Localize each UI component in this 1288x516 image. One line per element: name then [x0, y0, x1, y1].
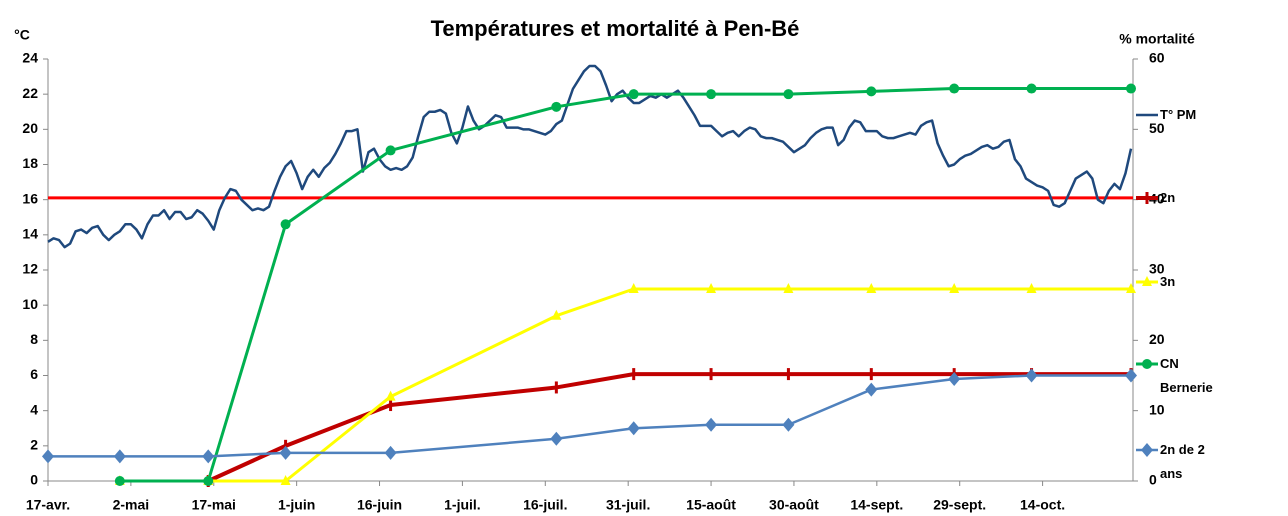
point: [385, 390, 396, 401]
legend-label: CN Bernerie: [1160, 356, 1213, 395]
point: [1026, 83, 1037, 94]
point: [550, 431, 563, 446]
point: [948, 372, 961, 387]
point: [866, 282, 877, 293]
point: [783, 89, 794, 100]
series-line: [119, 87, 1131, 483]
y2-tick-label: 10: [1149, 401, 1165, 417]
point: [202, 449, 215, 464]
point: [385, 145, 396, 156]
y-tick-label: 0: [30, 472, 38, 488]
point: [551, 309, 562, 320]
point: [782, 417, 795, 432]
x-tick-label: 17-avr.: [26, 497, 70, 513]
x-tick-label: 1-juil.: [444, 497, 481, 513]
series-line: [119, 287, 1131, 483]
point: [706, 282, 717, 293]
point: [42, 449, 54, 464]
legend-label: T° PM: [1160, 107, 1197, 122]
point: [706, 89, 717, 100]
y2-tick-label: 60: [1149, 50, 1165, 66]
y2-tick-label: 20: [1149, 331, 1165, 347]
y2-tick-label: 30: [1149, 261, 1165, 277]
point: [1126, 83, 1136, 94]
y-tick-label: 12: [22, 261, 38, 277]
point: [384, 445, 397, 460]
point: [113, 449, 126, 464]
y-tick-label: 10: [22, 296, 38, 312]
point: [1141, 443, 1153, 457]
y-tick-label: 4: [30, 401, 38, 417]
point: [632, 368, 636, 381]
point: [1025, 368, 1038, 383]
point: [869, 368, 873, 381]
point: [865, 382, 878, 397]
legend-label: 3n: [1160, 274, 1176, 289]
point: [949, 282, 960, 293]
point: [280, 475, 291, 485]
point: [114, 476, 125, 486]
y-tick-label: 18: [22, 155, 38, 171]
point: [866, 86, 877, 97]
x-tick-label: 14-sept.: [850, 497, 903, 513]
point: [786, 368, 790, 381]
point: [279, 445, 292, 460]
y2-tick-label: 0: [1149, 472, 1157, 488]
x-tick-label: 29-sept.: [933, 497, 986, 513]
point: [628, 89, 639, 100]
y-tick-label: 24: [22, 50, 38, 66]
x-tick-label: 30-août: [769, 497, 819, 513]
point: [203, 476, 214, 486]
point: [628, 282, 639, 293]
point: [709, 368, 713, 381]
point: [1125, 368, 1137, 383]
point: [783, 282, 794, 293]
point: [949, 83, 960, 94]
y-tick-label: 14: [22, 226, 38, 242]
x-tick-label: 31-juil.: [606, 497, 650, 513]
y-tick-label: 2: [30, 437, 38, 453]
y2-axis-label: % mortalité: [1119, 31, 1195, 47]
point: [280, 219, 291, 230]
point: [1145, 192, 1149, 204]
x-tick-label: 15-août: [686, 497, 736, 513]
x-tick-label: 16-juin: [357, 497, 402, 513]
y-tick-label: 22: [22, 85, 38, 101]
x-tick-label: 1-juin: [278, 497, 315, 513]
x-tick-label: 14-oct.: [1020, 497, 1065, 513]
y-tick-label: 6: [30, 366, 38, 382]
series-line: [48, 374, 1131, 458]
legend-label: 2n de 2 ans: [1160, 442, 1205, 481]
point: [705, 417, 718, 432]
y2-tick-label: 50: [1149, 120, 1165, 136]
series-line: [47, 64, 1133, 249]
legend-label: 2n: [1160, 190, 1176, 205]
x-tick-label: 17-mai: [192, 497, 236, 513]
point: [627, 421, 640, 436]
point: [1142, 276, 1152, 286]
y-axis-label: °C: [14, 27, 30, 43]
point: [389, 399, 393, 412]
x-tick-label: 2-mai: [113, 497, 150, 513]
y-tick-label: 8: [30, 331, 38, 347]
point: [1026, 282, 1037, 293]
point: [554, 381, 558, 394]
y-tick-label: 20: [22, 120, 38, 136]
point: [551, 101, 562, 112]
x-tick-label: 16-juil.: [523, 497, 567, 513]
point: [1142, 359, 1152, 369]
point: [1126, 282, 1136, 293]
point: [284, 439, 288, 452]
y-tick-label: 16: [22, 190, 38, 206]
chart-title: Températures et mortalité à Pen-Bé: [431, 16, 800, 41]
